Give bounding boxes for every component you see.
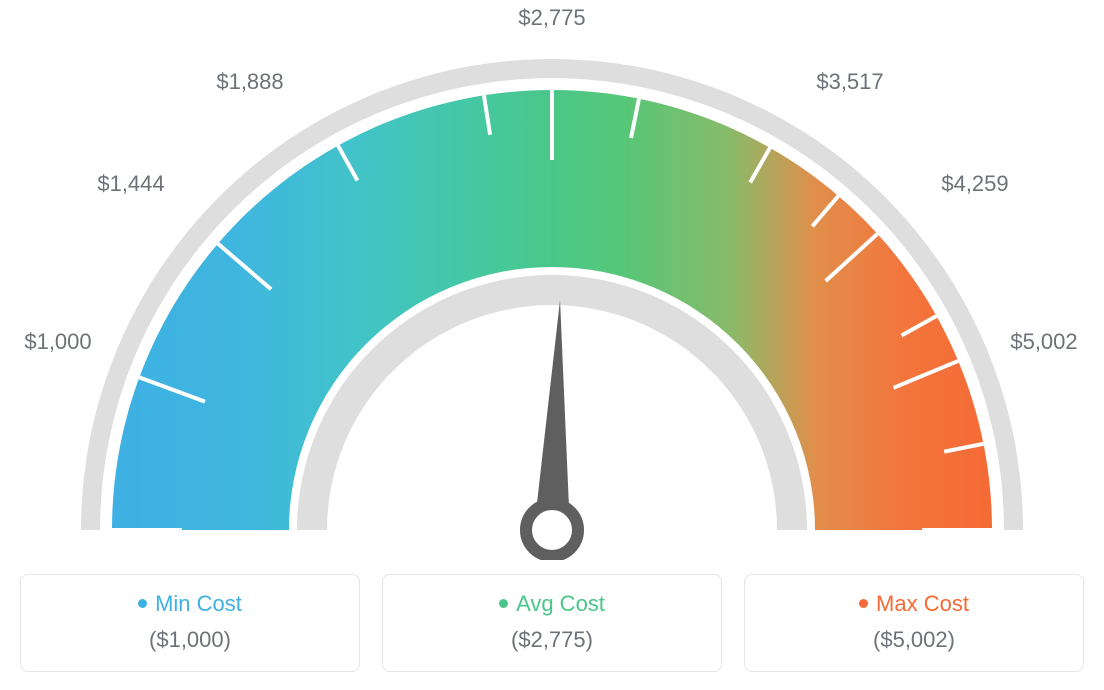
gauge-tick-label: $3,517 [816,69,883,95]
gauge-tick-label: $4,259 [941,171,1008,197]
gauge-chart: $1,000 $1,444 $1,888 $2,775 $3,517 $4,259 $5,0… [0,0,1104,560]
legend-title-max: Max Cost [745,591,1083,617]
gauge-svg [0,0,1104,560]
legend-title-avg-text: Avg Cost [516,591,605,616]
legend-value-avg: ($2,775) [383,627,721,653]
cost-gauge-figure: $1,000 $1,444 $1,888 $2,775 $3,517 $4,259 $5,0… [0,0,1104,690]
legend-card-min: Min Cost ($1,000) [20,574,360,672]
gauge-needle-hub [526,504,578,556]
gauge-tick-label: $1,000 [24,329,91,355]
legend-card-max: Max Cost ($5,002) [744,574,1084,672]
legend-title-min-text: Min Cost [155,591,242,616]
gauge-tick-label: $1,888 [216,69,283,95]
dot-icon [138,599,147,608]
legend-value-min: ($1,000) [21,627,359,653]
legend-card-avg: Avg Cost ($2,775) [382,574,722,672]
gauge-tick-label: $1,444 [97,171,164,197]
gauge-needle [534,300,570,530]
legend-value-max: ($5,002) [745,627,1083,653]
dot-icon [859,599,868,608]
dot-icon [499,599,508,608]
gauge-tick-label: $2,775 [518,5,585,31]
gauge-tick-label: $5,002 [1010,329,1077,355]
legend-title-min: Min Cost [21,591,359,617]
legend-row: Min Cost ($1,000) Avg Cost ($2,775) Max … [20,574,1084,672]
legend-title-avg: Avg Cost [383,591,721,617]
legend-title-max-text: Max Cost [876,591,969,616]
